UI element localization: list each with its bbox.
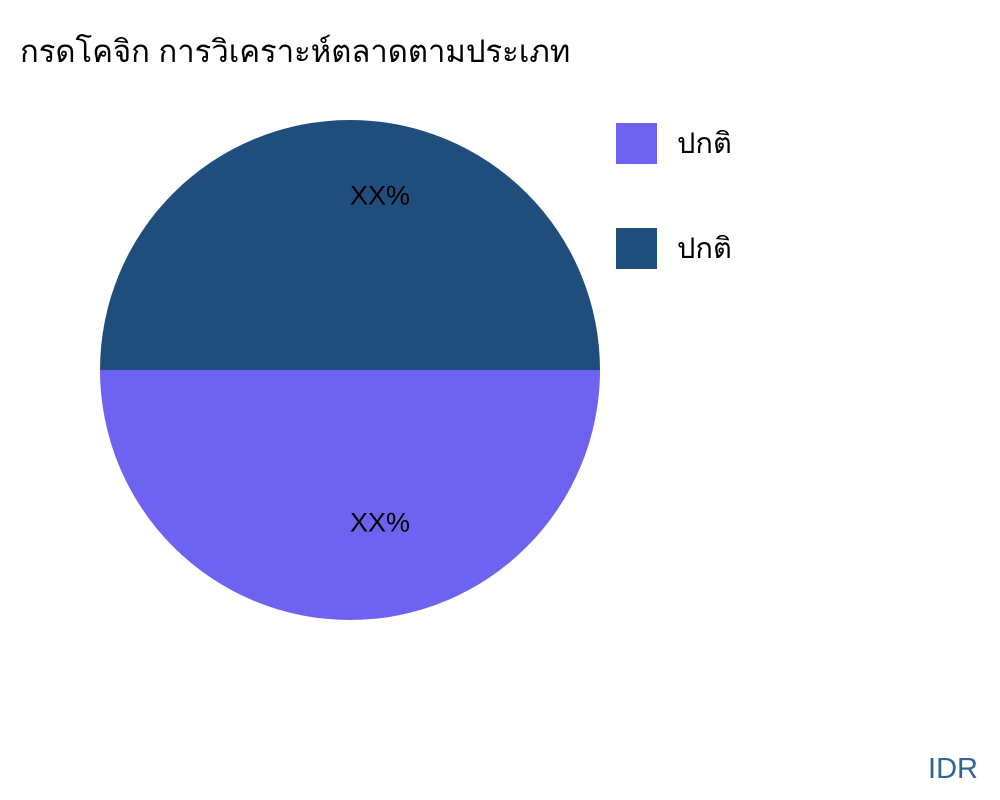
slice-value-label-bottom: XX% xyxy=(349,507,411,538)
legend-item: ปกติ xyxy=(616,225,732,271)
chart-title: กรดโคจิก การวิเคราะห์ตลาดตามประเภท xyxy=(20,34,571,69)
legend-label: ปกติ xyxy=(677,233,732,265)
legend-item: ปกติ xyxy=(616,120,732,166)
legend-swatch-icon xyxy=(616,227,657,269)
legend: ปกติ ปกติ xyxy=(616,120,732,271)
legend-swatch-icon xyxy=(616,122,657,164)
slice-value-label-top: XX% xyxy=(349,180,411,211)
pie-chart xyxy=(100,120,600,620)
legend-label: ปกติ xyxy=(677,128,732,160)
watermark-text: IDR xyxy=(928,753,978,785)
